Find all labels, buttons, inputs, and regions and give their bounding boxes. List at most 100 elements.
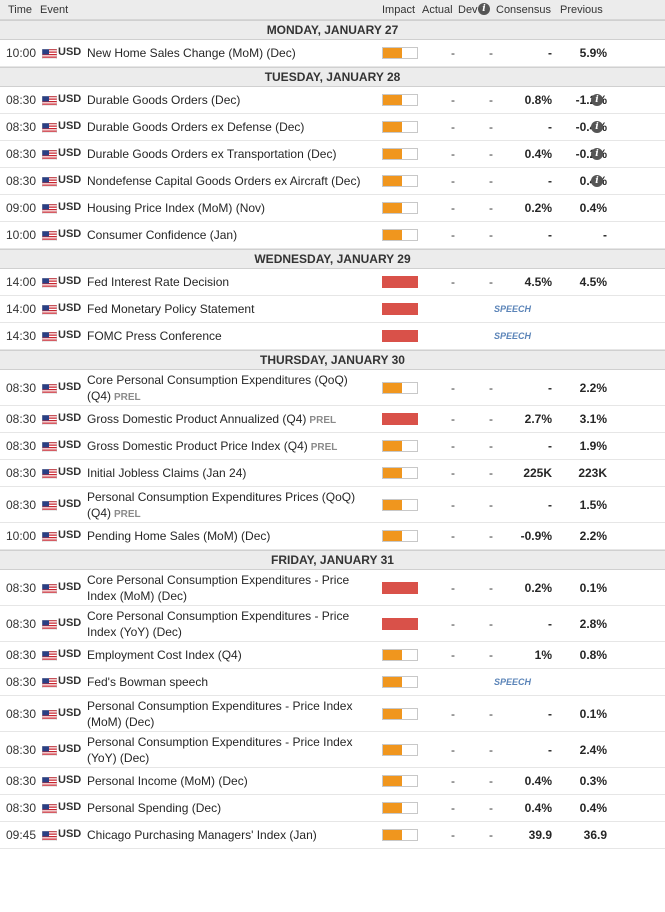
info-icon[interactable]: i: [591, 148, 603, 160]
actual-value: -: [451, 412, 455, 426]
event-name[interactable]: Core Personal Consumption Expenditures -…: [87, 608, 379, 640]
table-row[interactable]: 09:00 USD Housing Price Index (MoM) (Nov) -…: [0, 195, 665, 222]
event-name-text[interactable]: Gross Domestic Product Annualized (Q4): [87, 412, 307, 426]
info-icon[interactable]: i: [591, 94, 603, 106]
event-name-text[interactable]: Nondefense Capital Goods Orders ex Aircr…: [87, 174, 361, 188]
event-name-text[interactable]: Personal Income (MoM) (Dec): [87, 774, 248, 788]
us-flag-icon: [41, 531, 58, 543]
event-name-text[interactable]: Personal Consumption Expenditures Prices…: [87, 490, 356, 520]
actual-value: -: [451, 529, 455, 543]
table-row[interactable]: 10:00 USD New Home Sales Change (MoM) (Dec…: [0, 40, 665, 67]
event-name[interactable]: Fed's Bowman speech: [87, 674, 379, 690]
table-row[interactable]: 08:30 USD Core Personal Consumption Expend…: [0, 606, 665, 642]
table-row[interactable]: 14:00 USD Fed Monetary Policy Statement SPE…: [0, 296, 665, 323]
deviation-value: -: [489, 742, 493, 757]
table-row[interactable]: 08:30 USD Personal Income (MoM) (Dec) - - 0.4…: [0, 768, 665, 795]
event-name-text[interactable]: Personal Consumption Expenditures - Pric…: [87, 699, 353, 729]
event-name-text[interactable]: Gross Domestic Product Price Index (Q4): [87, 439, 308, 453]
event-name-text[interactable]: Personal Consumption Expenditures - Pric…: [87, 735, 353, 765]
event-name[interactable]: Consumer Confidence (Jan): [87, 227, 379, 243]
event-name[interactable]: Personal Consumption Expenditures - Pric…: [87, 698, 379, 730]
impact-fill: [383, 618, 417, 629]
event-name-text[interactable]: Core Personal Consumption Expenditures -…: [87, 573, 350, 603]
event-name[interactable]: Personal Income (MoM) (Dec): [87, 773, 379, 789]
event-name[interactable]: New Home Sales Change (MoM) (Dec): [87, 45, 379, 61]
event-time: 08:30: [6, 412, 37, 426]
event-name-text[interactable]: Employment Cost Index (Q4): [87, 648, 242, 662]
table-row[interactable]: 14:00 USD Fed Interest Rate Decision - - 4.5%…: [0, 269, 665, 296]
event-name[interactable]: Nondefense Capital Goods Orders ex Aircr…: [87, 173, 379, 189]
table-row[interactable]: 08:30 USD Personal Consumption Expenditure…: [0, 732, 665, 768]
event-name[interactable]: Personal Consumption Expenditures Prices…: [87, 489, 379, 523]
event-name-text[interactable]: FOMC Press Conference: [87, 329, 222, 343]
previous-value: 36.9: [583, 828, 607, 842]
event-name-text[interactable]: Personal Spending (Dec): [87, 801, 222, 815]
table-row[interactable]: 08:30 USD Personal Consumption Expenditure…: [0, 487, 665, 523]
event-name[interactable]: Durable Goods Orders ex Defense (Dec): [87, 119, 379, 135]
us-flag-icon: [41, 331, 58, 343]
previous-value: 2.8%: [579, 616, 607, 631]
deviation-value: -: [489, 120, 493, 134]
event-name-text[interactable]: Fed Interest Rate Decision: [87, 275, 230, 289]
event-name[interactable]: Fed Interest Rate Decision: [87, 274, 379, 290]
event-name-text[interactable]: Consumer Confidence (Jan): [87, 228, 238, 242]
event-name[interactable]: Fed Monetary Policy Statement: [87, 301, 379, 317]
deviation-value: -: [489, 648, 493, 662]
event-name[interactable]: Core Personal Consumption Expenditures -…: [87, 572, 379, 604]
previous-value: 0.4%: [579, 201, 607, 215]
event-name-text[interactable]: Initial Jobless Claims (Jan 24): [87, 466, 247, 480]
event-name[interactable]: Employment Cost Index (Q4): [87, 647, 379, 663]
consensus-value: -: [548, 742, 552, 757]
event-name-text[interactable]: Durable Goods Orders ex Transportation (…: [87, 147, 337, 161]
header-event: Event: [40, 4, 69, 16]
event-name-text[interactable]: Chicago Purchasing Managers' Index (Jan): [87, 828, 317, 842]
event-name-text[interactable]: Fed's Bowman speech: [87, 675, 209, 689]
event-name[interactable]: Durable Goods Orders ex Transportation (…: [87, 146, 379, 162]
table-row[interactable]: 08:30 USD Gross Domestic Product Price Ind…: [0, 433, 665, 460]
event-name[interactable]: Core Personal Consumption Expenditures (…: [87, 372, 379, 406]
event-name-text[interactable]: Pending Home Sales (MoM) (Dec): [87, 529, 271, 543]
event-name-text[interactable]: Durable Goods Orders (Dec): [87, 93, 241, 107]
event-name[interactable]: Durable Goods Orders (Dec): [87, 92, 379, 108]
day-header: THURSDAY, JANUARY 30: [0, 350, 665, 370]
table-row[interactable]: 08:30 USD Fed's Bowman speech SPEECH: [0, 669, 665, 696]
event-name[interactable]: FOMC Press Conference: [87, 328, 379, 344]
header-actual: Actual: [422, 4, 453, 16]
table-row[interactable]: 08:30 USD Nondefense Capital Goods Orders …: [0, 168, 665, 195]
table-row[interactable]: 14:30 USD FOMC Press Conference SPEECH: [0, 323, 665, 350]
table-row[interactable]: 08:30 USD Core Personal Consumption Expend…: [0, 370, 665, 406]
table-row[interactable]: 08:30 USD Core Personal Consumption Expend…: [0, 570, 665, 606]
event-name[interactable]: Housing Price Index (MoM) (Nov): [87, 200, 379, 216]
impact-high-bar: [382, 330, 418, 342]
event-name-text[interactable]: Fed Monetary Policy Statement: [87, 302, 255, 316]
event-name[interactable]: Chicago Purchasing Managers' Index (Jan): [87, 827, 379, 843]
event-name-text[interactable]: Core Personal Consumption Expenditures -…: [87, 609, 350, 639]
event-name[interactable]: Initial Jobless Claims (Jan 24): [87, 465, 379, 481]
currency-code: USD: [58, 147, 82, 159]
info-icon[interactable]: i: [591, 175, 603, 187]
table-row[interactable]: 08:30 USD Gross Domestic Product Annualize…: [0, 406, 665, 433]
table-row[interactable]: 08:30 USD Personal Consumption Expenditure…: [0, 696, 665, 732]
event-name[interactable]: Pending Home Sales (MoM) (Dec): [87, 528, 379, 544]
event-name[interactable]: Gross Domestic Product Annualized (Q4) PR…: [87, 411, 379, 429]
table-row[interactable]: 08:30 USD Durable Goods Orders ex Transpor…: [0, 141, 665, 168]
event-name-text[interactable]: Durable Goods Orders ex Defense (Dec): [87, 120, 305, 134]
event-name-text[interactable]: Core Personal Consumption Expenditures (…: [87, 373, 348, 403]
table-row[interactable]: 10:00 USD Pending Home Sales (MoM) (Dec) - -…: [0, 523, 665, 550]
table-row[interactable]: 10:00 USD Consumer Confidence (Jan) - - - -: [0, 222, 665, 249]
event-name[interactable]: Personal Consumption Expenditures - Pric…: [87, 734, 379, 766]
event-name-text[interactable]: Housing Price Index (MoM) (Nov): [87, 201, 266, 215]
impact-fill: [383, 331, 417, 341]
table-row[interactable]: 08:30 USD Durable Goods Orders (Dec) - - 0.8%…: [0, 87, 665, 114]
dev-info-icon[interactable]: i: [478, 3, 490, 15]
currency-code: USD: [58, 439, 82, 451]
event-name[interactable]: Gross Domestic Product Price Index (Q4) P…: [87, 438, 379, 456]
table-row[interactable]: 09:45 USD Chicago Purchasing Managers' Ind…: [0, 822, 665, 849]
table-row[interactable]: 08:30 USD Durable Goods Orders ex Defense …: [0, 114, 665, 141]
info-icon[interactable]: i: [591, 121, 603, 133]
table-row[interactable]: 08:30 USD Personal Spending (Dec) - - 0.4% 0.4…: [0, 795, 665, 822]
event-name-text[interactable]: New Home Sales Change (MoM) (Dec): [87, 46, 296, 60]
event-name[interactable]: Personal Spending (Dec): [87, 800, 379, 816]
table-row[interactable]: 08:30 USD Initial Jobless Claims (Jan 24) -…: [0, 460, 665, 487]
table-row[interactable]: 08:30 USD Employment Cost Index (Q4) - - 1% 0.…: [0, 642, 665, 669]
